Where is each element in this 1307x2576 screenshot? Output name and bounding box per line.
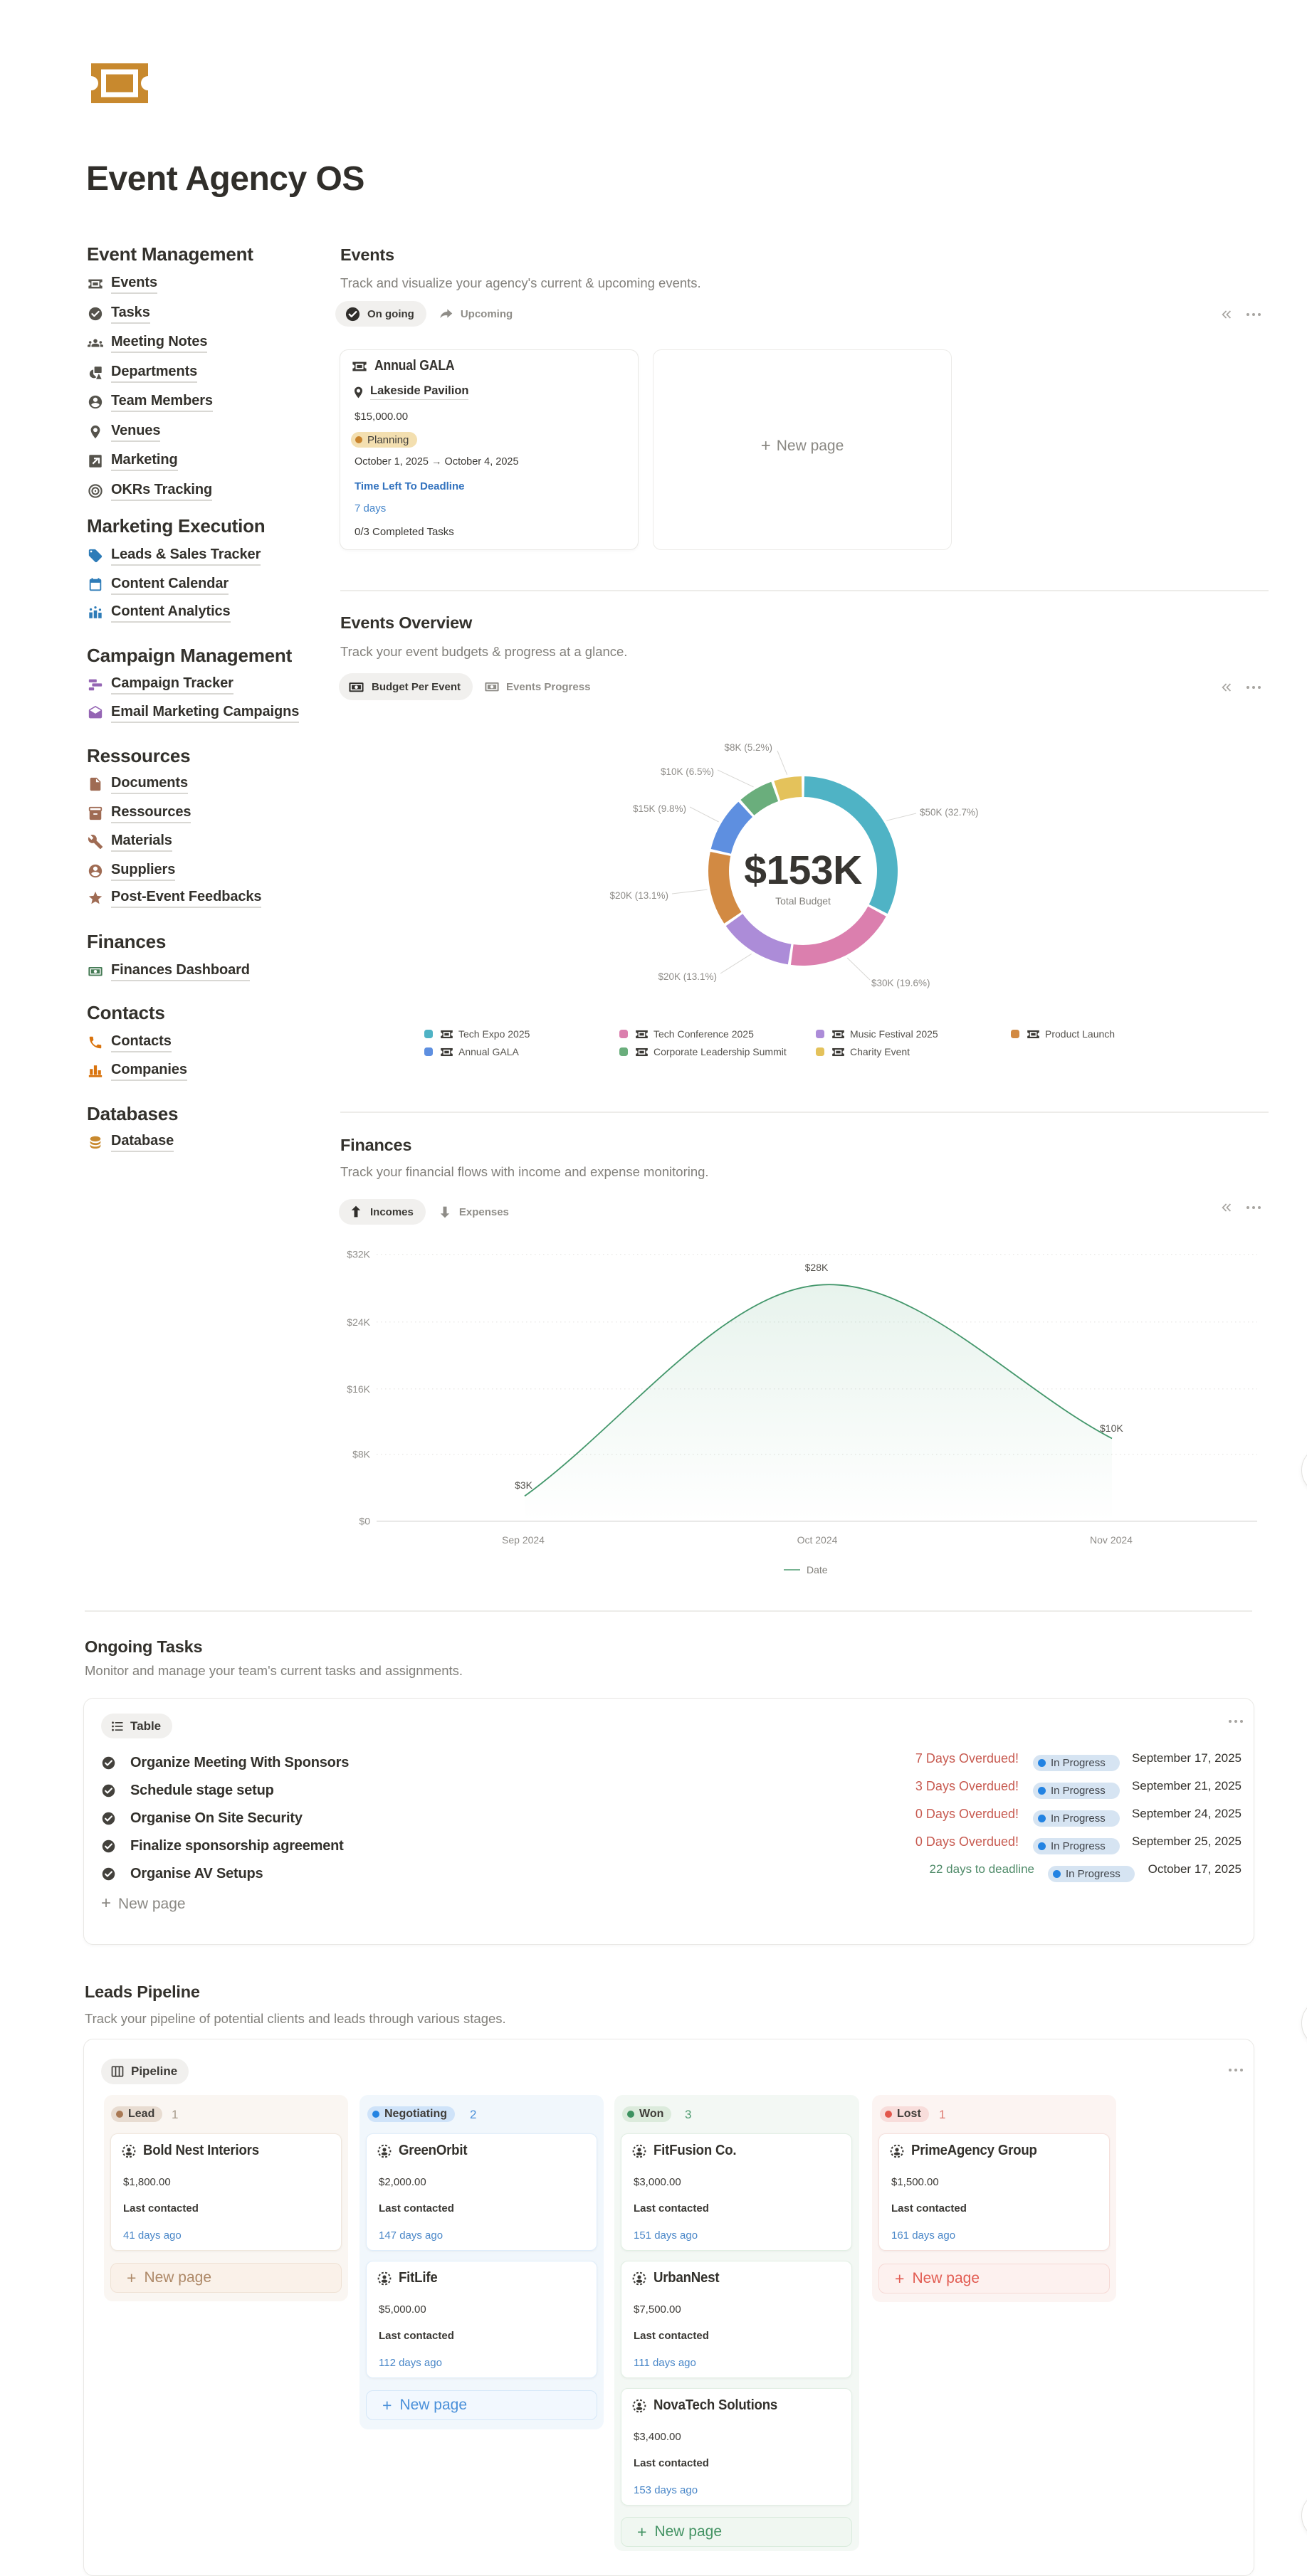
svg-text:$10K (6.5%): $10K (6.5%) bbox=[661, 766, 714, 777]
svg-text:Nov 2024: Nov 2024 bbox=[1090, 1534, 1133, 1546]
svg-text:$8K (5.2%): $8K (5.2%) bbox=[724, 742, 772, 753]
svg-text:$28K: $28K bbox=[805, 1262, 829, 1273]
svg-text:$24K: $24K bbox=[347, 1316, 370, 1328]
svg-text:$16K: $16K bbox=[347, 1383, 370, 1395]
svg-text:$10K: $10K bbox=[1100, 1422, 1123, 1434]
svg-text:$20K (13.1%): $20K (13.1%) bbox=[658, 971, 717, 982]
svg-text:$50K (32.7%): $50K (32.7%) bbox=[920, 807, 979, 818]
svg-text:$32K: $32K bbox=[347, 1249, 370, 1260]
svg-text:Oct 2024: Oct 2024 bbox=[797, 1534, 838, 1546]
svg-text:Date: Date bbox=[807, 1564, 828, 1575]
svg-text:$15K (9.8%): $15K (9.8%) bbox=[633, 803, 686, 814]
svg-text:$30K (19.6%): $30K (19.6%) bbox=[871, 978, 930, 988]
svg-text:$3K: $3K bbox=[515, 1479, 533, 1491]
svg-text:Total Budget: Total Budget bbox=[775, 895, 831, 907]
svg-text:$0: $0 bbox=[359, 1516, 370, 1527]
svg-text:$8K: $8K bbox=[352, 1449, 371, 1460]
svg-text:$20K (13.1%): $20K (13.1%) bbox=[609, 890, 668, 901]
svg-text:Sep 2024: Sep 2024 bbox=[502, 1534, 545, 1546]
svg-text:$153K: $153K bbox=[744, 848, 862, 893]
